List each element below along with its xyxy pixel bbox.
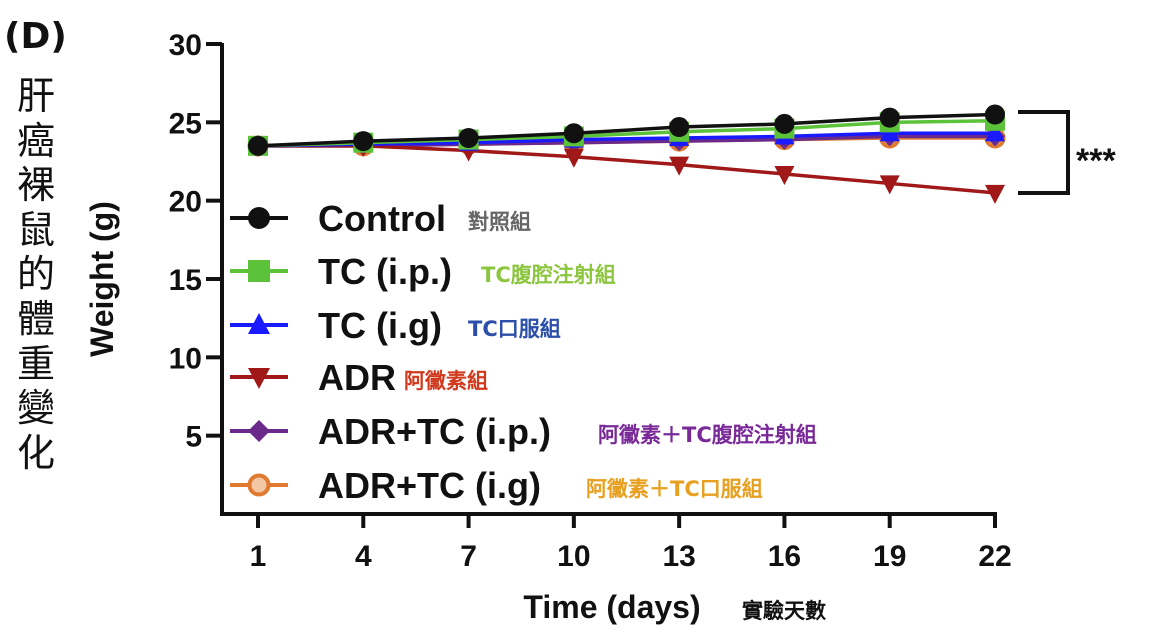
data-point	[458, 128, 479, 148]
data-point	[248, 260, 270, 282]
data-point	[985, 104, 1005, 125]
legend-label-cn: 對照組	[468, 210, 531, 234]
legend-item: ADR 阿黴素組	[230, 357, 488, 398]
y-tick-label: 5	[185, 421, 202, 454]
data-point	[669, 156, 690, 176]
data-point	[879, 175, 900, 195]
legend-label: ADR	[318, 357, 396, 398]
x-tick-label: 16	[768, 540, 801, 573]
x-tick-label: 10	[557, 540, 590, 573]
legend-label: TC (i.g)	[318, 305, 442, 346]
data-point	[563, 148, 584, 168]
legend-item: Control 對照組	[230, 198, 531, 239]
data-point	[985, 184, 1005, 204]
data-point	[248, 135, 268, 156]
data-point	[248, 368, 270, 389]
data-point	[248, 313, 270, 334]
y-axis-title: Weight (g)	[84, 201, 120, 357]
legend-label-cn: TC口服組	[468, 317, 561, 341]
y-tick-label: 15	[169, 264, 202, 297]
data-point	[353, 131, 374, 152]
x-tick-label: 1	[250, 540, 267, 573]
data-point	[774, 166, 795, 186]
axes: 5 10 15 20 25 30 1 4 7 10 13 16 19 22 Weight (g) Time (…	[84, 29, 1012, 625]
data-point	[248, 207, 270, 229]
x-tick-label: 19	[873, 540, 906, 573]
x-tick-label: 22	[978, 540, 1011, 573]
data-point	[774, 113, 795, 134]
data-point	[985, 122, 1005, 142]
data-point	[248, 420, 270, 442]
legend-item: ADR+TC (i.g) 阿黴素＋TC口服組	[230, 465, 763, 506]
legend-label: ADR+TC (i.p.)	[318, 411, 551, 452]
legend-label: Control	[318, 198, 446, 239]
legend-item: ADR+TC (i.p.) 阿黴素＋TC腹腔注射組	[230, 411, 817, 452]
y-tick-label: 20	[169, 186, 202, 219]
side-title: 肝癌裸鼠的體重變化	[16, 74, 55, 475]
x-axis-title: Time (days)	[523, 589, 700, 625]
series-layer	[247, 104, 1006, 204]
x-axis-title-cn: 實驗天數	[742, 599, 826, 623]
x-tick-label: 4	[355, 540, 372, 573]
legend: Control 對照組 TC (i.p.) TC腹腔注射組 TC (i.g) TC口服組 A…	[230, 198, 817, 506]
legend-label-cn: 阿黴素組	[404, 369, 488, 393]
y-tick-label: 10	[169, 342, 202, 375]
y-tick-label: 25	[169, 107, 202, 140]
data-point	[247, 473, 271, 497]
x-tick-label: 7	[460, 540, 477, 573]
legend-label-cn: 阿黴素＋TC腹腔注射組	[598, 423, 817, 447]
series-line	[258, 144, 996, 195]
legend-label: TC (i.p.)	[318, 251, 452, 292]
legend-item: TC (i.g) TC口服組	[230, 305, 561, 346]
significance-stars: ***	[1076, 142, 1116, 180]
series-line	[257, 112, 996, 148]
legend-label-cn: 阿黴素＋TC口服組	[586, 477, 763, 501]
data-point	[879, 107, 900, 128]
y-tick-label: 30	[169, 29, 202, 62]
panel-label: (D)	[4, 16, 67, 57]
data-point	[563, 123, 584, 144]
x-tick-label: 13	[662, 540, 695, 573]
significance-bracket	[1018, 110, 1070, 195]
significance-annotation: ***	[1018, 110, 1116, 195]
series-control	[248, 104, 1005, 156]
series-line	[257, 131, 995, 148]
legend-item: TC (i.p.) TC腹腔注射組	[230, 251, 616, 292]
data-point	[669, 117, 690, 138]
legend-label-cn: TC腹腔注射組	[481, 263, 616, 287]
legend-label: ADR+TC (i.g)	[318, 465, 541, 506]
